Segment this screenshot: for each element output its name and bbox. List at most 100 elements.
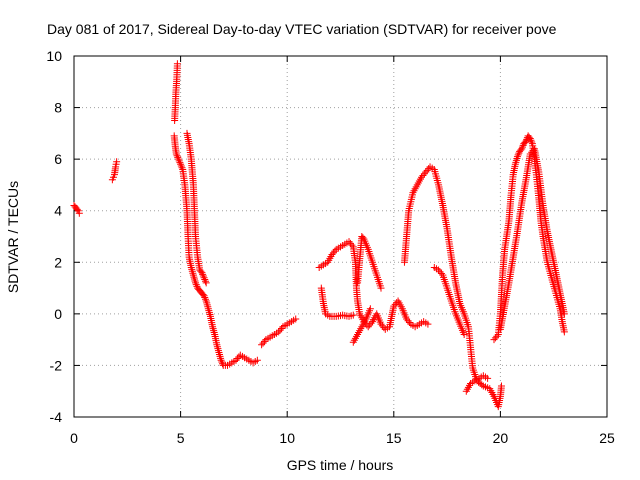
- data-point: [176, 159, 184, 167]
- x-axis-label: GPS time / hours: [287, 457, 394, 473]
- data-point: [513, 153, 521, 161]
- data-point: [329, 249, 337, 257]
- data-point: [173, 152, 181, 160]
- y-tick-label: 10: [46, 48, 62, 64]
- data-point: [390, 302, 398, 310]
- data-point: [418, 173, 426, 181]
- data-point: [190, 275, 198, 283]
- data-point: [275, 328, 283, 336]
- y-tick-label: -4: [50, 409, 63, 425]
- data-marks: [70, 60, 568, 411]
- data-point: [205, 309, 213, 317]
- data-point: [210, 327, 218, 335]
- data-point: [190, 273, 198, 281]
- data-point: [206, 311, 214, 319]
- data-point: [199, 270, 207, 278]
- data-point: [214, 347, 222, 355]
- data-point: [560, 310, 568, 318]
- y-tick-label: -2: [50, 357, 63, 373]
- data-point: [197, 267, 205, 275]
- data-point: [217, 356, 225, 364]
- data-point: [278, 324, 286, 332]
- data-point: [349, 311, 357, 319]
- data-point: [201, 294, 209, 302]
- data-point: [189, 269, 197, 277]
- data-point: [178, 164, 186, 172]
- data-point: [204, 303, 212, 311]
- data-point: [525, 133, 533, 141]
- data-point: [232, 356, 240, 364]
- data-point: [560, 328, 568, 336]
- data-point: [177, 162, 185, 170]
- data-point: [216, 352, 224, 360]
- data-point: [201, 277, 209, 285]
- y-tick-label: 2: [54, 254, 62, 270]
- data-point: [188, 267, 196, 275]
- data-point: [377, 284, 385, 292]
- data-point: [233, 355, 241, 363]
- data-point: [422, 168, 430, 176]
- x-tick-label: 10: [279, 430, 295, 446]
- data-point: [514, 151, 522, 159]
- data-point: [202, 279, 210, 287]
- x-tick-label: 25: [599, 430, 615, 446]
- data-point: [73, 205, 81, 213]
- data-point: [526, 135, 534, 143]
- data-point: [528, 148, 536, 156]
- data-point: [75, 209, 83, 217]
- data-point: [213, 343, 221, 351]
- data-point: [216, 350, 224, 358]
- data-point: [260, 337, 268, 345]
- data-point: [200, 274, 208, 282]
- x-tick-label: 0: [70, 430, 78, 446]
- data-point: [404, 317, 412, 325]
- data-point: [175, 157, 183, 165]
- data-point: [493, 332, 501, 340]
- data-point: [199, 272, 207, 280]
- data-point: [424, 320, 432, 328]
- data-point: [517, 146, 525, 154]
- data-point: [420, 170, 428, 178]
- data-point: [527, 136, 535, 144]
- data-point: [209, 325, 217, 333]
- data-point: [172, 150, 180, 158]
- data-point: [174, 153, 182, 161]
- grid-lines: [74, 56, 607, 417]
- data-point: [215, 349, 223, 357]
- y-tick-label: 8: [54, 100, 62, 116]
- data-point: [199, 291, 207, 299]
- data-point: [203, 301, 211, 309]
- data-point: [348, 241, 356, 249]
- data-point: [526, 150, 534, 158]
- data-point: [292, 315, 300, 323]
- data-point: [192, 279, 200, 287]
- x-tick-label: 20: [493, 430, 509, 446]
- data-point: [219, 360, 227, 368]
- data-point: [491, 334, 499, 342]
- data-point: [484, 374, 492, 382]
- data-point: [253, 356, 261, 364]
- data-point: [515, 149, 523, 157]
- data-point: [490, 336, 498, 344]
- data-point: [364, 323, 372, 331]
- data-point: [437, 269, 445, 277]
- data-point: [346, 239, 354, 247]
- data-point: [378, 322, 386, 330]
- x-tick-label: 15: [386, 430, 402, 446]
- data-point: [201, 295, 209, 303]
- data-point: [276, 326, 284, 334]
- data-point: [419, 171, 427, 179]
- data-point: [405, 318, 413, 326]
- data-point: [403, 315, 411, 323]
- data-point: [518, 145, 526, 153]
- data-point: [521, 138, 529, 146]
- data-point: [188, 265, 196, 273]
- data-point: [460, 330, 468, 338]
- data-point: [205, 307, 213, 315]
- chart-title: Day 081 of 2017, Sidereal Day-to-day VTE…: [47, 21, 557, 37]
- data-point: [512, 158, 520, 166]
- data-point: [478, 381, 486, 389]
- data-point: [201, 275, 209, 283]
- data-point: [113, 158, 121, 166]
- data-point: [198, 269, 206, 277]
